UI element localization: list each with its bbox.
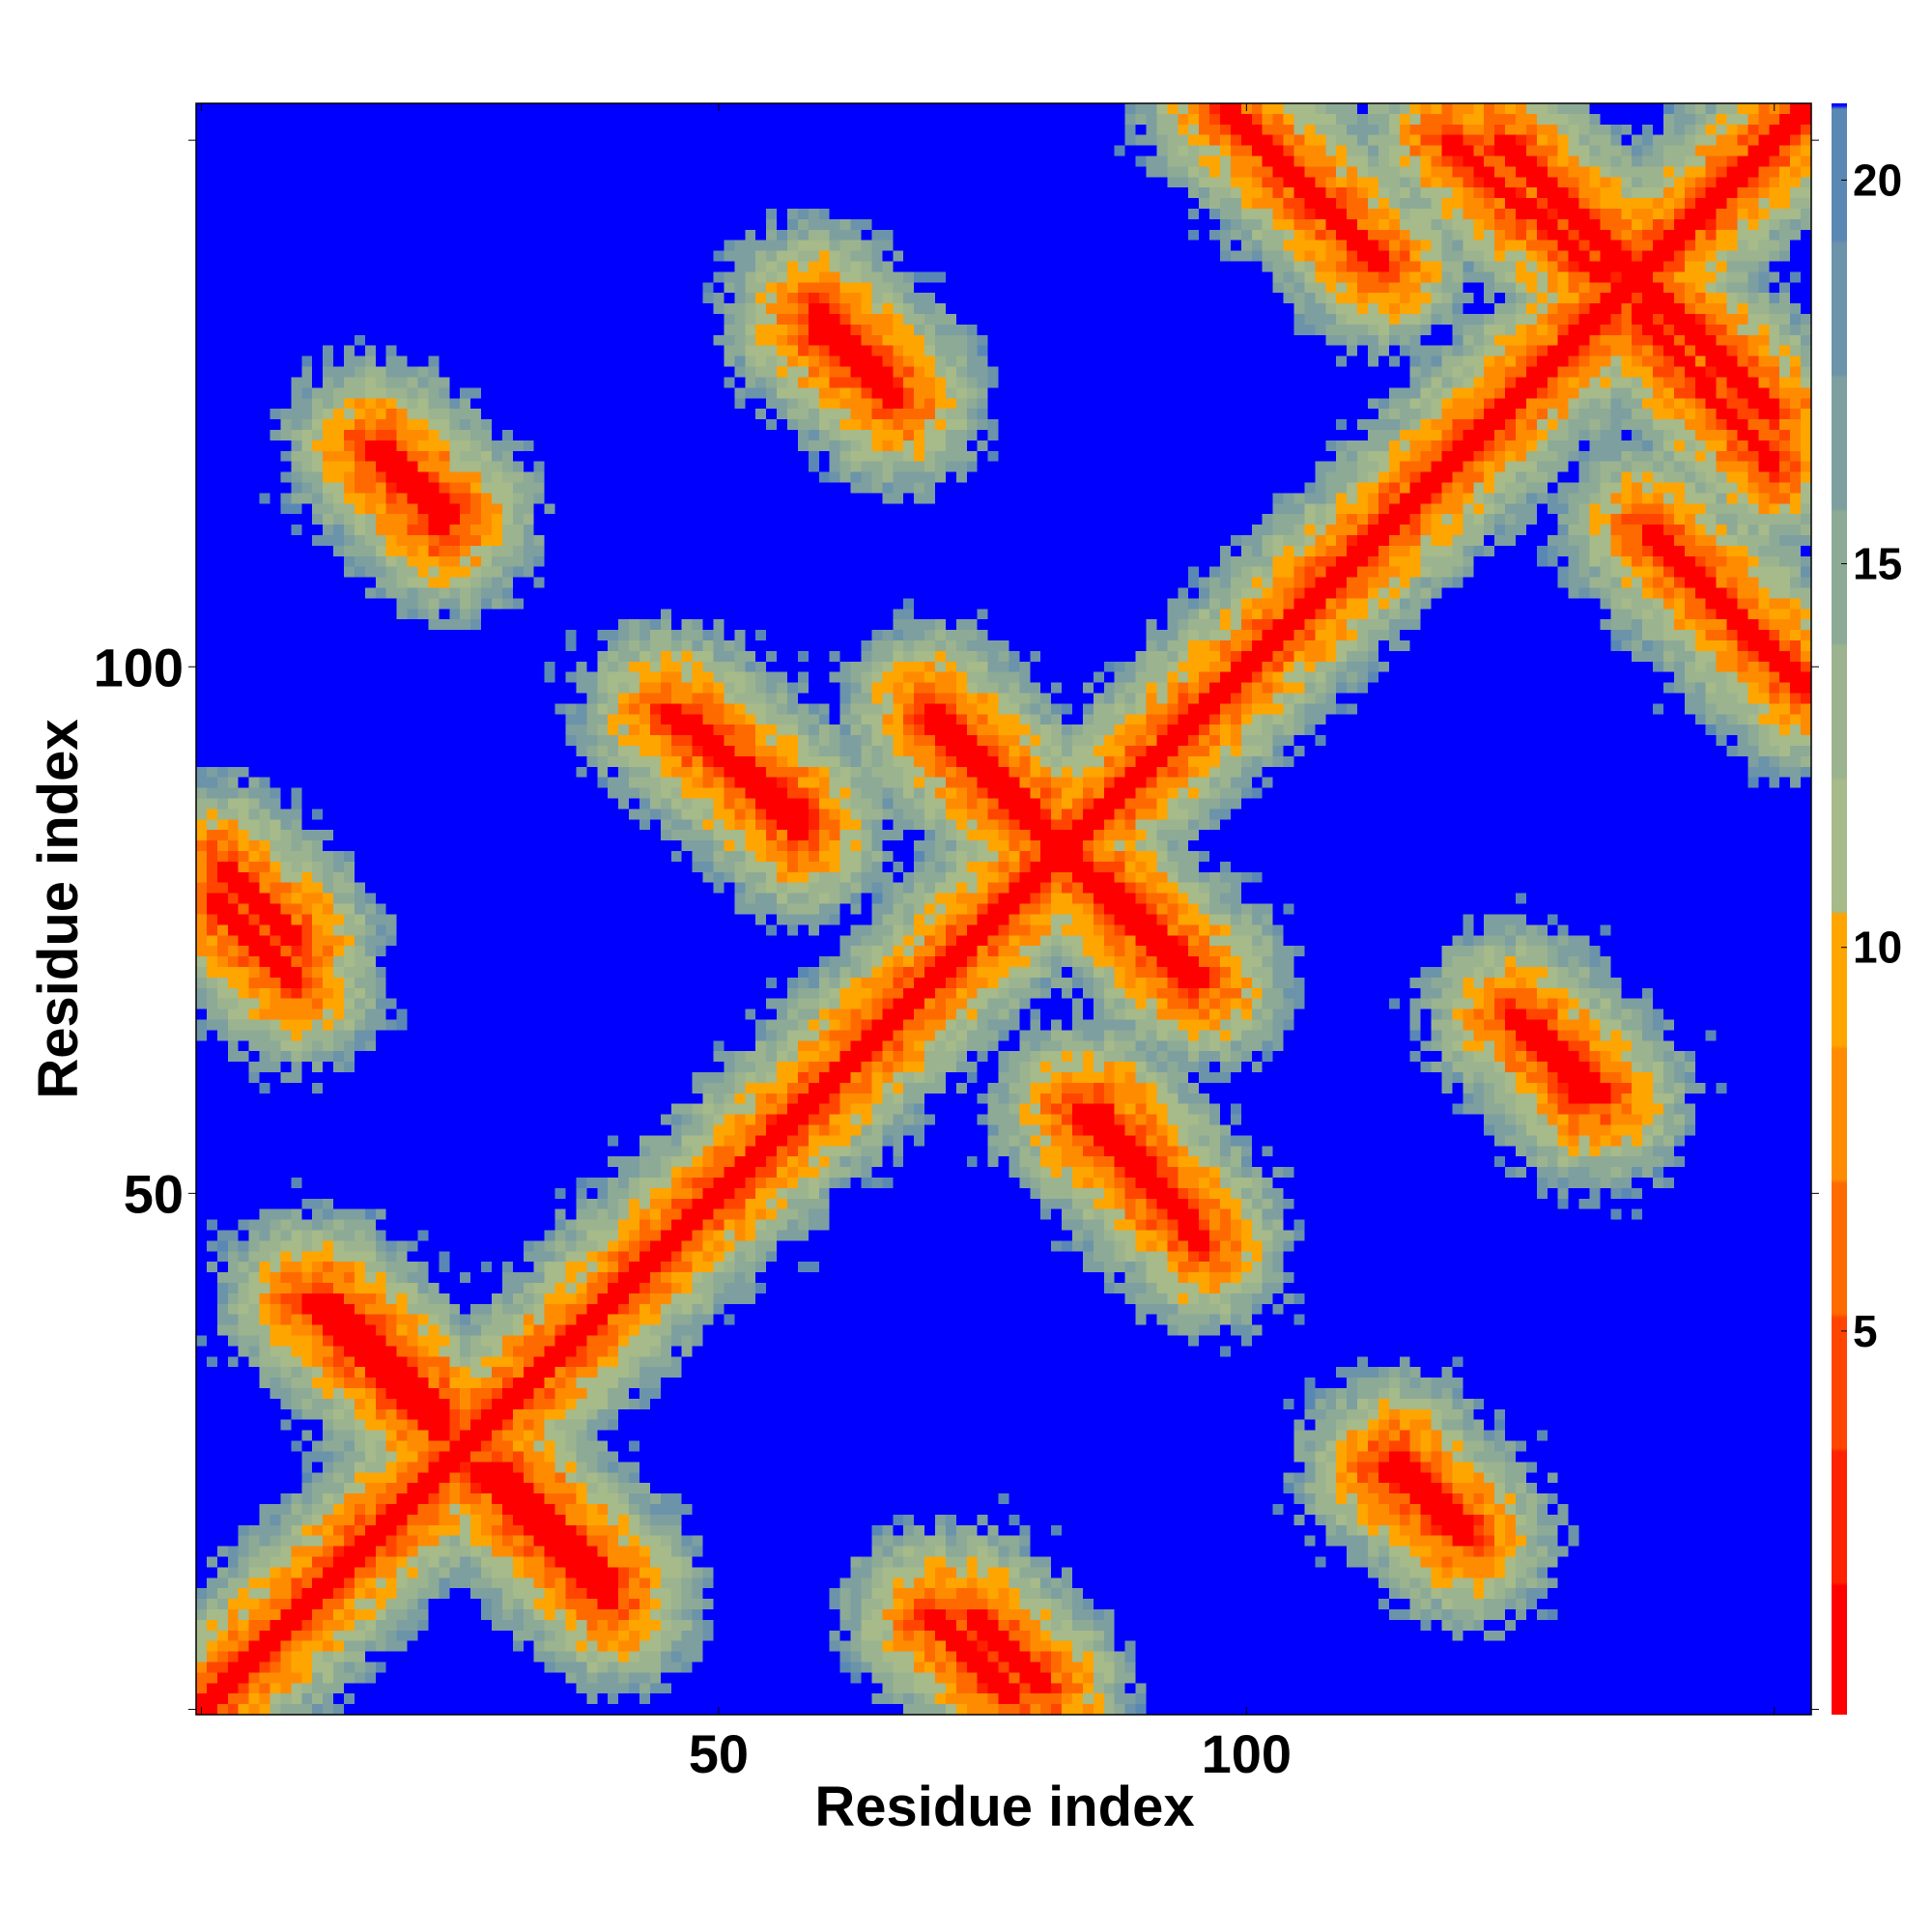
y-axis-ticks: 50 100: [94, 139, 1819, 1711]
colorbar: [1832, 103, 1847, 1715]
heatmap-plot-area: [196, 103, 1811, 1715]
x-axis-title: Residue index: [814, 1776, 1194, 1838]
colorbar-tick-label: 20: [1853, 155, 1902, 205]
y-tick-label: 100: [94, 637, 184, 697]
y-axis-title: Residue index: [27, 719, 90, 1098]
x-tick-label: 50: [689, 1723, 749, 1784]
x-axis-ticks: 50 100: [200, 103, 1776, 1784]
colorbar-tick-label: 10: [1853, 923, 1902, 973]
colorbar-tick-label: 5: [1853, 1306, 1878, 1356]
plot-frame: [195, 102, 1812, 1716]
colorbar-tick-label: 15: [1853, 539, 1902, 589]
colorbar-ticks: 5 10 15 20: [1841, 155, 1902, 1356]
x-tick-label: 100: [1202, 1723, 1292, 1784]
y-tick-label: 50: [124, 1163, 184, 1224]
